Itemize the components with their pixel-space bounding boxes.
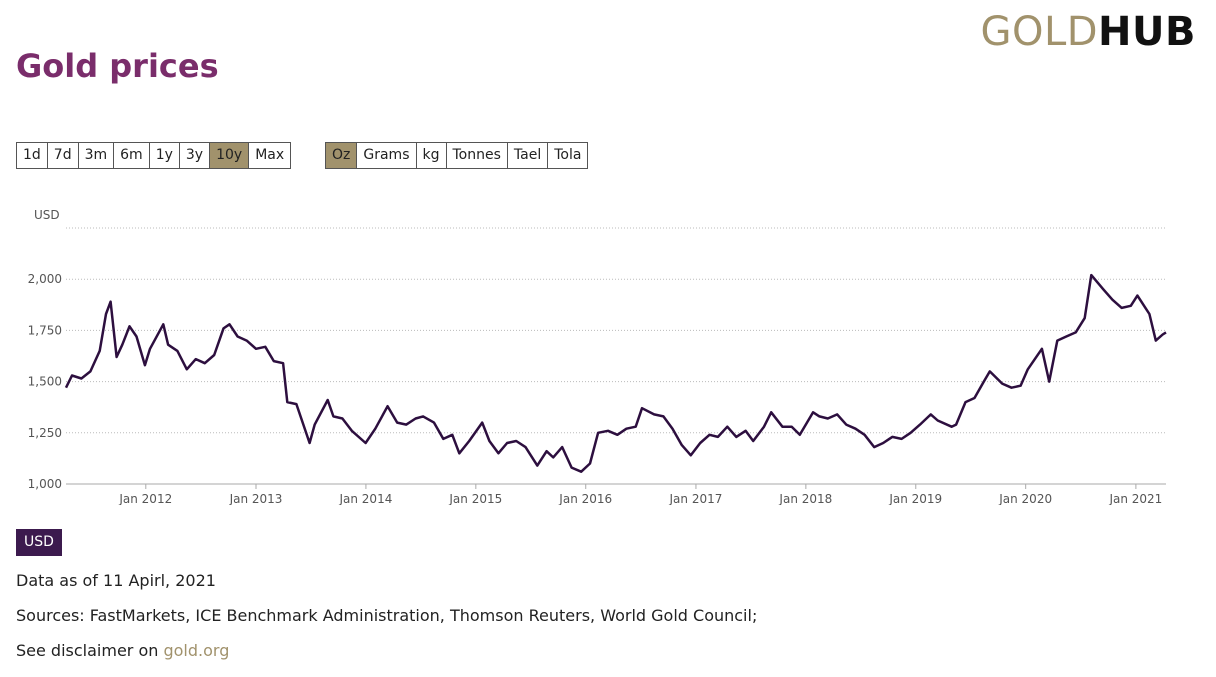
period-10y-button[interactable]: 10y bbox=[209, 142, 250, 169]
y-tick-label: 1,750 bbox=[28, 323, 62, 337]
logo-gold-text: GOLD bbox=[980, 9, 1099, 55]
period-1y-button[interactable]: 1y bbox=[148, 142, 180, 169]
unit-tael-button[interactable]: Tael bbox=[506, 142, 549, 169]
unit-tonnes-button[interactable]: Tonnes bbox=[445, 142, 508, 169]
unit-selector: Oz Grams kg Tonnes Tael Tola bbox=[325, 142, 589, 169]
y-tick-label: 2,000 bbox=[28, 272, 62, 286]
y-axis-ticks: 1,000 1,250 1,500 1,750 2,000 bbox=[28, 272, 62, 491]
period-3y-button[interactable]: 3y bbox=[178, 142, 211, 169]
x-tick-label: Jan 2019 bbox=[888, 492, 942, 505]
gold-org-link[interactable]: gold.org bbox=[163, 641, 230, 660]
x-tick-label: Jan 2013 bbox=[229, 492, 283, 505]
data-as-of-text: Data as of 11 Apirl, 2021 bbox=[16, 571, 216, 590]
unit-grams-button[interactable]: Grams bbox=[356, 142, 417, 169]
y-tick-label: 1,500 bbox=[28, 375, 62, 389]
x-tick-label: Jan 2014 bbox=[338, 492, 392, 505]
unit-kg-button[interactable]: kg bbox=[415, 142, 447, 169]
period-6m-button[interactable]: 6m bbox=[113, 142, 150, 169]
x-tick-label: Jan 2018 bbox=[778, 492, 832, 505]
x-tick-label: Jan 2012 bbox=[118, 492, 172, 505]
logo-hub-text: HUB bbox=[1098, 9, 1196, 55]
y-axis-label: USD bbox=[34, 208, 60, 222]
disclaimer-text: See disclaimer on gold.org bbox=[16, 641, 229, 661]
gold-price-series-line bbox=[64, 273, 1167, 473]
grid-lines bbox=[66, 227, 1166, 434]
period-max-button[interactable]: Max bbox=[248, 142, 292, 169]
currency-usd-button[interactable]: USD bbox=[16, 529, 62, 556]
disclaimer-prefix: See disclaimer on bbox=[16, 641, 164, 660]
period-3m-button[interactable]: 3m bbox=[77, 142, 115, 169]
sources-text: Sources: FastMarkets, ICE Benchmark Admi… bbox=[16, 606, 758, 625]
x-tick-label: Jan 2020 bbox=[998, 492, 1052, 505]
y-tick-label: 1,000 bbox=[28, 477, 62, 491]
x-tick-label: Jan 2021 bbox=[1108, 492, 1162, 505]
x-tick-label: Jan 2017 bbox=[669, 492, 723, 505]
unit-oz-button[interactable]: Oz bbox=[325, 142, 358, 169]
period-1d-button[interactable]: 1d bbox=[16, 142, 48, 169]
x-axis-ticks: Jan 2012 Jan 2013 Jan 2014 Jan 2015 Jan 2016… bbox=[118, 484, 1162, 505]
period-selector: 1d 7d 3m 6m 1y 3y 10y Max bbox=[16, 142, 292, 169]
goldhub-logo[interactable]: GOLDHUB bbox=[980, 8, 1196, 56]
x-tick-label: Jan 2016 bbox=[558, 492, 612, 505]
x-tick-label: Jan 2015 bbox=[448, 492, 502, 505]
y-tick-label: 1,250 bbox=[28, 426, 62, 440]
period-7d-button[interactable]: 7d bbox=[46, 142, 79, 169]
page-title: Gold prices bbox=[16, 47, 219, 85]
unit-tola-button[interactable]: Tola bbox=[547, 142, 589, 169]
